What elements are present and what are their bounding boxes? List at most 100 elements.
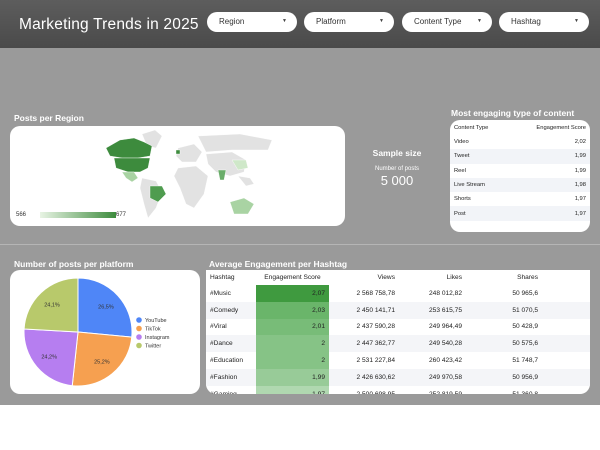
hashtag-filter-label: Hashtag [511, 17, 541, 26]
views-cell: 2 426 630,62 [356, 373, 395, 381]
sample-size-label: Number of posts [374, 166, 420, 172]
map-asia [205, 151, 247, 177]
likes-cell: 260 423,42 [428, 357, 462, 365]
comments-cell: 12 [538, 335, 590, 352]
platform-chart-panel: 26,5% 25,2% 24,2% 24,1% YouTube TikTok Instagr… [10, 270, 200, 394]
platform-filter[interactable]: Platform ▼ [304, 12, 394, 32]
table-row[interactable]: #Education 2 2 531 227,84 260 423,42 51 748,… [206, 352, 590, 369]
engagement-score-cell: 1,97 [256, 385, 329, 394]
content-type-cell: Video [454, 139, 469, 146]
map-europe [175, 143, 203, 163]
content-type-panel: Content Type Engagement Score Video 2,02… [450, 120, 590, 232]
likes-cell: 253 615,75 [428, 306, 462, 314]
likes-header[interactable]: Likes [446, 274, 462, 281]
shares-cell: 50 575,6 [512, 340, 538, 348]
content-type-cell: Reel [454, 167, 466, 174]
map-legend-max: 677 [116, 212, 127, 218]
table-row: Shorts 1,97 [450, 192, 590, 207]
hashtag-cell: #Gaming [206, 386, 256, 394]
likes-cell: 248 012,82 [428, 289, 462, 297]
pie-slice-tiktok[interactable] [71, 331, 133, 387]
engagement-score-cell: 2 [256, 335, 329, 353]
map-mexico [121, 171, 139, 183]
platform-chart-title: Number of posts per platform [14, 259, 134, 269]
views-cell: 2 568 758,78 [356, 289, 395, 297]
map-canada [105, 137, 153, 159]
comments-cell: 12 [538, 369, 590, 386]
engagement-score-cell: 2,01 [256, 318, 329, 336]
hashtag-cell: #Comedy [210, 306, 239, 314]
hashtag-table-title: Average Engagement per Hashtag [209, 259, 348, 269]
dashboard-title: Marketing Trends in 2025 [19, 16, 199, 33]
table-row: Live Stream 1,98 [450, 177, 590, 193]
legend-swatch [136, 342, 142, 349]
hashtag-cell: #Education [210, 357, 243, 365]
engagement-score-header[interactable]: Engagement Score [264, 274, 321, 281]
content-type-filter-label: Content Type [414, 17, 462, 26]
chevron-down-icon: ▼ [282, 18, 287, 24]
section-divider [0, 244, 600, 245]
table-row: Post 1,97 [450, 206, 590, 221]
engagement-score-cell: 1,97 [574, 196, 586, 203]
sample-size-title: Sample size [372, 148, 422, 158]
table-row: Video 2,02 [450, 135, 590, 150]
comments-cell: 12 [538, 386, 590, 394]
engagement-score-cell: 1,99 [256, 368, 329, 386]
content-type-cell: Post [454, 210, 466, 217]
content-type-header[interactable]: Content Type [454, 124, 489, 131]
engagement-score-header[interactable]: Engagement Score [536, 124, 586, 131]
comments-cell: 12 [538, 352, 590, 369]
table-row[interactable]: #Dance 2 2 447 362,77 249 540,28 50 575,612 [206, 335, 590, 353]
content-type-cell: Live Stream [454, 182, 485, 189]
map-uk [175, 149, 181, 155]
map-brazil [149, 185, 167, 203]
shares-header[interactable]: Shares [517, 274, 538, 281]
engagement-score-cell: 2 [256, 352, 329, 369]
pie-slice-instagram[interactable] [23, 328, 79, 387]
engagement-score-cell: 1,97 [574, 210, 586, 217]
chevron-down-icon: ▼ [379, 18, 384, 24]
legend-item-instagram[interactable]: Instagram [145, 335, 170, 341]
legend-item-youtube[interactable]: YouTube [145, 318, 167, 324]
region-map-panel: 566 677 [10, 126, 345, 226]
table-row[interactable]: #Music 2,07 2 568 758,78 248 012,82 50 965,6… [206, 285, 590, 302]
likes-cell: 249 964,49 [428, 323, 462, 331]
comments-header[interactable]: Co [538, 270, 590, 285]
shares-cell: 50 965,6 [512, 289, 538, 297]
views-cell: 2 447 362,77 [356, 340, 395, 348]
map-southeast-asia [237, 175, 255, 187]
pie-slice-twitter[interactable] [23, 277, 79, 333]
sample-size-value: 5 000 [380, 173, 414, 188]
map-legend-min: 566 [16, 212, 27, 218]
table-row: Tweet 1,99 [450, 149, 590, 164]
region-filter[interactable]: Region ▼ [207, 12, 297, 32]
map-legend-gradient [40, 212, 116, 218]
pie-slice-youtube[interactable] [77, 277, 133, 338]
likes-cell: 249 540,28 [428, 340, 462, 348]
hashtag-cell: #Viral [210, 323, 227, 331]
views-header[interactable]: Views [377, 274, 395, 281]
map-usa [113, 157, 151, 173]
engagement-score-cell: 1,98 [574, 182, 586, 189]
table-row[interactable]: #Viral 2,01 2 437 590,28 249 964,49 50 428,9… [206, 318, 590, 336]
shares-cell: 51 748,7 [512, 357, 538, 365]
platform-filter-label: Platform [316, 17, 346, 26]
map-china [231, 159, 249, 171]
engagement-score-cell: 2,07 [256, 285, 329, 302]
legend-item-twitter[interactable]: Twitter [145, 344, 161, 350]
content-type-filter[interactable]: Content Type ▼ [402, 12, 492, 32]
map-australia [229, 197, 255, 215]
legend-swatch [136, 334, 142, 340]
engagement-score-cell: 1,99 [574, 167, 586, 174]
map-russia [197, 133, 273, 153]
views-cell: 2 500 698,95 [329, 386, 395, 394]
world-map[interactable] [10, 126, 345, 226]
legend-swatch [136, 317, 142, 323]
legend-item-tiktok[interactable]: TikTok [145, 327, 161, 333]
hashtag-cell: #Music [210, 289, 231, 297]
hashtag-header[interactable]: Hashtag [210, 274, 235, 281]
table-row[interactable]: #Comedy 2,03 2 450 141,71 253 615,75 51 070,… [206, 301, 590, 319]
table-row[interactable]: #Gaming1,972 500 698,95252 819,5951 360,… [206, 385, 590, 394]
table-row[interactable]: #Fashion 1,99 2 426 630,62 249 970,58 50 956… [206, 368, 590, 386]
hashtag-filter[interactable]: Hashtag ▼ [499, 12, 589, 32]
